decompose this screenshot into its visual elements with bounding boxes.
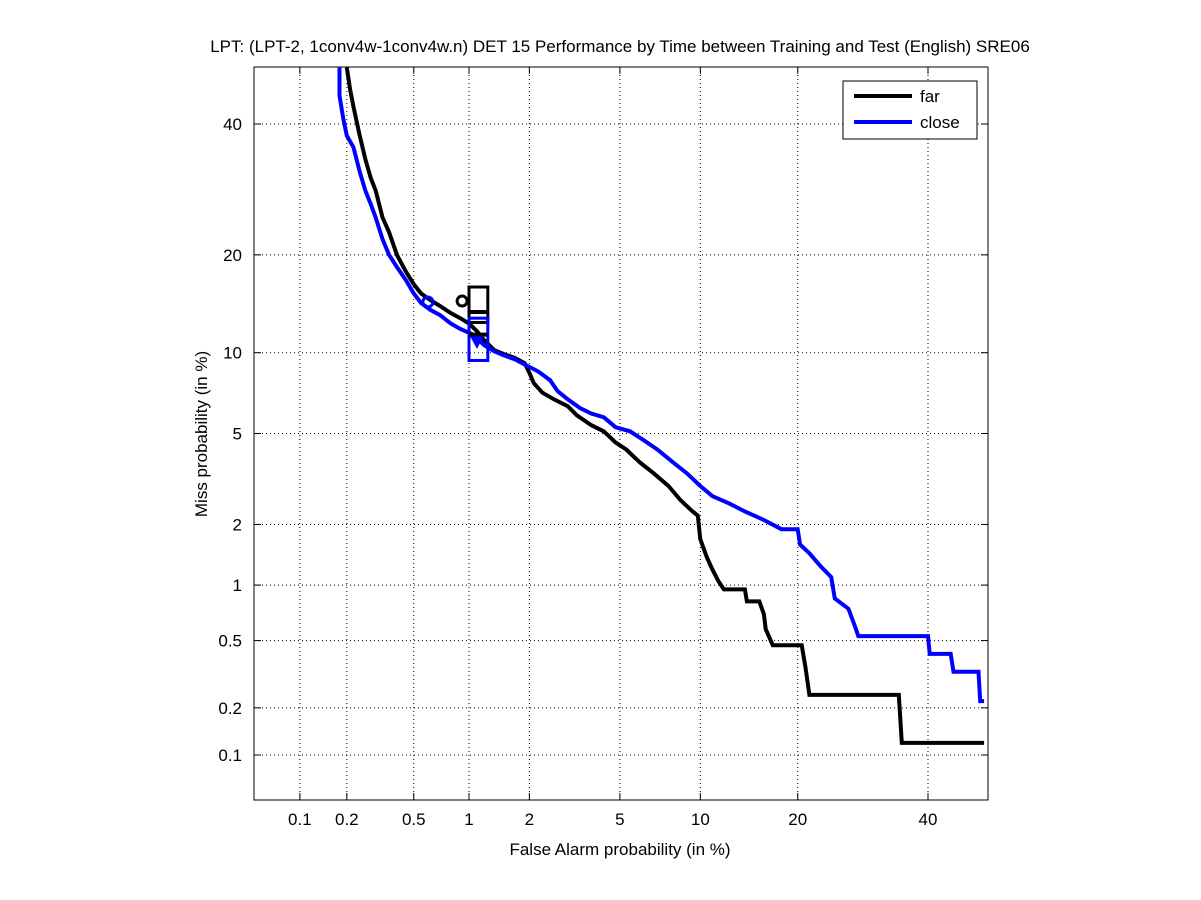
x-axis-ticks: 0.1 0.2 0.5 1 2 5 10 20 40 xyxy=(288,67,937,829)
x-tick-label: 0.5 xyxy=(402,810,426,829)
y-tick-label: 10 xyxy=(223,344,242,363)
y-tick-label: 0.2 xyxy=(218,699,242,718)
x-tick-label: 20 xyxy=(788,810,807,829)
x-tick-label: 0.1 xyxy=(288,810,312,829)
series-lines xyxy=(337,67,985,745)
y-tick-label: 2 xyxy=(233,515,242,534)
x-tick-label: 2 xyxy=(525,810,534,829)
operating-point-markers xyxy=(421,285,490,362)
x-axis-label: False Alarm probability (in %) xyxy=(509,840,730,859)
y-axis-label: Miss probability (in %) xyxy=(192,351,211,517)
legend: far close xyxy=(842,80,978,140)
close-confidence-box xyxy=(467,316,490,362)
y-axis-ticks: 0.1 0.2 0.5 1 2 5 10 20 40 xyxy=(218,115,988,765)
legend-far-label: far xyxy=(920,87,940,106)
close-actual-dcf-triangle xyxy=(470,336,484,349)
x-tick-label: 10 xyxy=(691,810,710,829)
x-tick-label: 0.2 xyxy=(335,810,359,829)
y-tick-label: 0.5 xyxy=(218,632,242,651)
series-line-far xyxy=(344,67,985,745)
y-tick-label: 5 xyxy=(233,425,242,444)
series-line-close xyxy=(337,67,985,704)
far-min-dcf-circle xyxy=(455,294,469,308)
x-tick-label: 5 xyxy=(615,810,624,829)
y-tick-label: 0.1 xyxy=(218,746,242,765)
close-min-dcf-circle xyxy=(421,295,435,309)
y-tick-label: 40 xyxy=(223,115,242,134)
far-confidence-box xyxy=(467,285,490,324)
plot-area-frame xyxy=(253,66,989,801)
x-tick-label: 1 xyxy=(464,810,473,829)
y-tick-label: 20 xyxy=(223,246,242,265)
legend-box xyxy=(842,80,978,140)
grid-lines xyxy=(254,67,988,800)
legend-close-label: close xyxy=(920,113,960,132)
y-tick-label: 1 xyxy=(233,576,242,595)
x-tick-label: 40 xyxy=(919,810,938,829)
chart-title: LPT: (LPT-2, 1conv4w-1conv4w.n) DET 15 P… xyxy=(210,37,1030,56)
